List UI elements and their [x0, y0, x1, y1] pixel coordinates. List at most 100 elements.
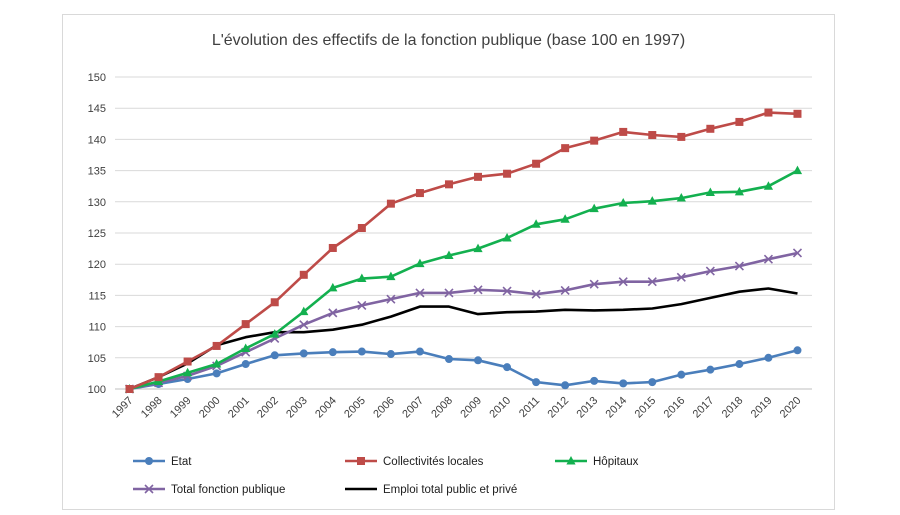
series-2-point: [473, 243, 483, 253]
series-3-point-stroke: [763, 254, 774, 264]
x-tick-label: 2007: [400, 395, 426, 421]
series-3-point-stroke: [676, 272, 686, 282]
series-0-point: [299, 349, 308, 358]
series-1-point: [154, 373, 163, 382]
series-3-point-stroke: [792, 248, 803, 258]
x-tick-label: 1997: [110, 395, 136, 421]
series-3-point-stroke: [357, 300, 367, 310]
series-2-point: [183, 367, 193, 377]
series-2-point: [618, 198, 628, 207]
x-tick-label: 1999: [168, 395, 194, 421]
series-0-point: [648, 378, 657, 387]
series-3-point-stroke: [473, 285, 483, 295]
series-2-point: [502, 232, 512, 242]
series-3-point-stroke: [705, 266, 715, 276]
series-0-point: [212, 369, 221, 378]
series-3-point: [589, 279, 599, 289]
series-2-point: [212, 359, 222, 368]
series-3-point: [647, 277, 657, 287]
series-0-point: [706, 365, 715, 374]
series-1-point: [590, 136, 599, 145]
x-tick-label: 2011: [517, 395, 542, 420]
series-1-point: [299, 270, 308, 279]
x-tick-label: 2013: [575, 395, 601, 421]
x-tick-label: 2003: [284, 395, 310, 421]
x-tick-label: 2012: [545, 395, 571, 421]
series-1-point: [415, 189, 424, 198]
series-2-point: [734, 186, 744, 196]
legend-label: Collectivités locales: [383, 456, 484, 468]
series-3-point-stroke: [299, 320, 309, 330]
y-tick-label: 130: [88, 197, 106, 209]
y-tick-label: 105: [88, 353, 106, 365]
y-tick-label: 110: [88, 322, 106, 334]
x-tick-label: 2019: [749, 395, 775, 421]
series-3-point-stroke: [560, 285, 570, 295]
series-3-point: [618, 277, 628, 287]
series-3-point-stroke: [531, 289, 541, 299]
series-3-point: [386, 294, 396, 304]
series-2-point: [241, 343, 251, 352]
chart-title: L'évolution des effectifs de la fonction…: [211, 32, 686, 49]
x-tick-label: 2001: [226, 395, 252, 421]
series-3-point: [357, 300, 367, 310]
x-tick-label: 2018: [720, 395, 746, 421]
series-1-point: [735, 117, 744, 126]
series-2-point: [328, 282, 338, 292]
series-2-point: [415, 258, 425, 268]
series-1-line: [129, 111, 798, 391]
series-3-point-stroke: [502, 286, 512, 296]
series-0-point: [677, 370, 686, 379]
series-0-point: [532, 378, 541, 387]
series-3-point-stroke: [444, 288, 454, 298]
legend-label: Total fonction publique: [171, 484, 285, 496]
series-2-point: [386, 271, 396, 281]
series-1-point: [619, 127, 628, 136]
series-0-point: [270, 351, 279, 360]
x-tick-label: 2010: [487, 395, 513, 421]
series-2-point: [705, 187, 715, 196]
series-1-point: [706, 124, 715, 133]
legend-swatch-marker-stroke: [144, 484, 154, 494]
series-1-point: [677, 132, 686, 141]
x-tick-label: 2006: [371, 395, 397, 421]
series-2-point: [357, 273, 367, 283]
series-3-point: [415, 288, 425, 298]
y-tick-label: 115: [88, 290, 106, 302]
x-tick-label: 2004: [313, 395, 339, 421]
series-1-point: [125, 385, 134, 393]
x-tick-label: 2005: [342, 395, 368, 421]
series-3-point: [676, 272, 686, 282]
y-tick-label: 135: [88, 166, 106, 178]
legend-label: Emploi total public et privé: [383, 484, 517, 496]
series-0-point: [561, 381, 570, 390]
x-tick-label: 2000: [197, 395, 223, 421]
series-3-point-stroke: [386, 294, 396, 304]
legend-swatch-marker: [144, 484, 154, 494]
series-0-point: [793, 346, 802, 355]
series-3-point: [502, 286, 512, 296]
x-tick-label: 2014: [604, 395, 630, 421]
x-tick-label: 2015: [633, 395, 659, 421]
series-1-point: [532, 159, 541, 168]
series-0-point: [590, 376, 599, 385]
series-0-point: [328, 348, 337, 357]
series-0-point: [503, 363, 512, 372]
series-3-point: [299, 320, 309, 330]
series-4-line: [129, 287, 798, 391]
series-3-point-stroke: [618, 277, 628, 287]
series-1-point: [793, 109, 802, 118]
chart-frame: [62, 14, 835, 510]
series-0-point: [386, 350, 395, 359]
series-1-point: [561, 144, 570, 153]
y-tick-label: 145: [88, 103, 106, 115]
series-3-point: [560, 285, 570, 295]
legend-label: Etat: [171, 456, 192, 468]
y-tick-label: 140: [88, 134, 106, 146]
series-2-point: [270, 329, 280, 338]
series-1-point: [328, 243, 337, 252]
series-0-point: [444, 355, 453, 364]
series-3-point: [705, 266, 715, 276]
series-1-point: [212, 341, 221, 350]
